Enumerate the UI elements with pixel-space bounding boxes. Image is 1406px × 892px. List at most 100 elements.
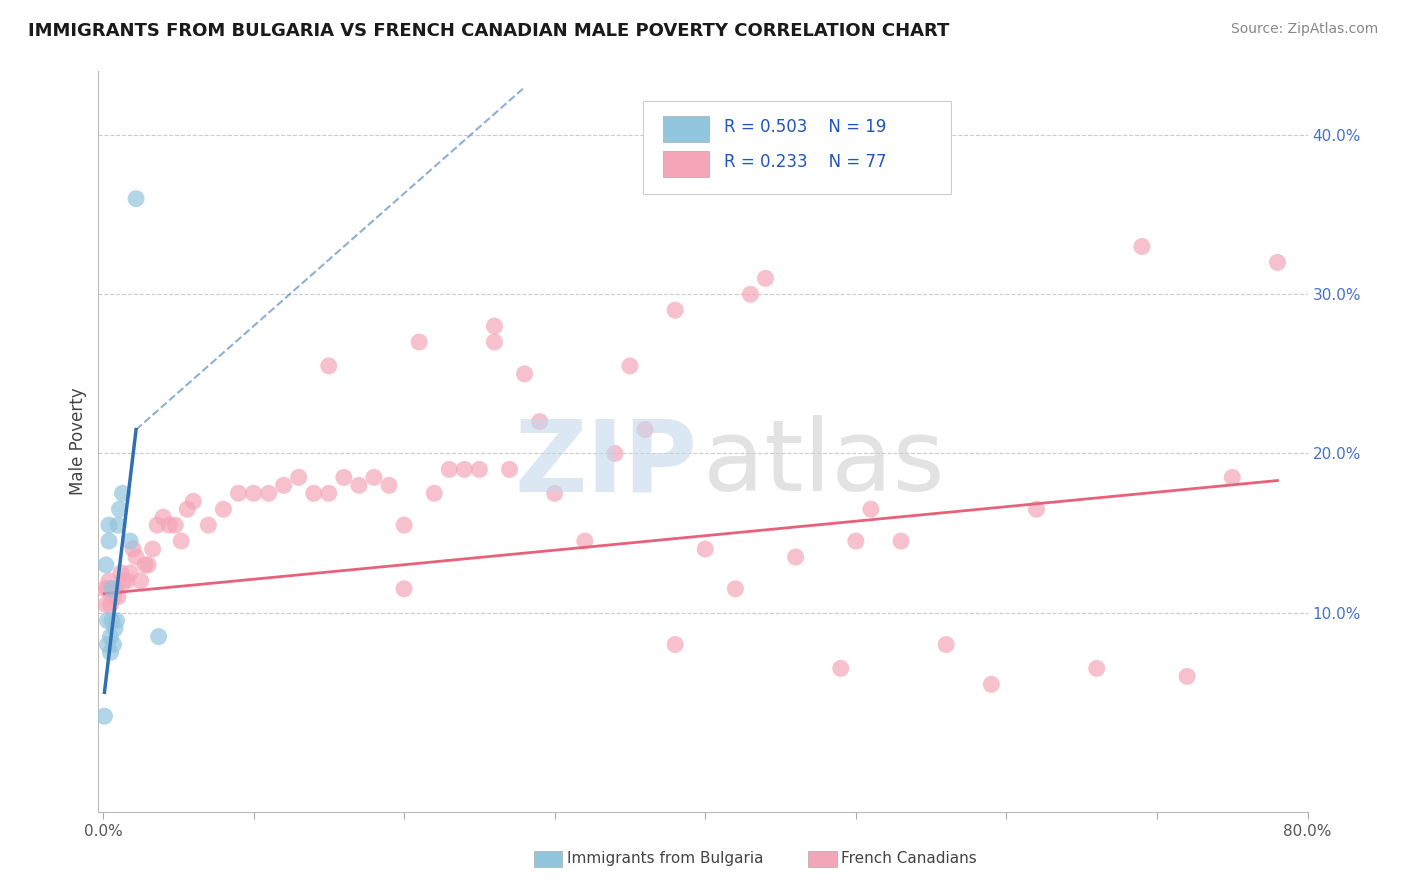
Point [105,582,128,596]
Point [363,470,385,484]
Y-axis label: Male Poverty: Male Poverty [69,388,87,495]
Bar [664,152,709,178]
Point [118,566,141,580]
Point [392,518,415,533]
Point [129,574,152,588]
Text: French Canadians: French Canadians [841,852,977,866]
Point [1025,502,1047,516]
Point [94,598,117,612]
Point [157,518,180,533]
Point [529,415,551,429]
Point [93,582,115,596]
Point [333,470,356,484]
Point [257,486,280,500]
Point [845,534,868,549]
Point [664,303,686,318]
Point [122,541,145,556]
Point [273,478,295,492]
Point [603,446,626,460]
Point [176,502,198,516]
Point [544,486,567,500]
Point [980,677,1002,691]
Point [101,582,124,596]
Text: Immigrants from Bulgaria: Immigrants from Bulgaria [567,852,763,866]
Point [100,646,122,660]
Point [664,638,686,652]
Point [125,192,148,206]
Point [302,486,325,500]
Point [724,582,747,596]
Point [170,534,193,549]
Point [148,630,170,644]
Point [392,582,415,596]
Point [142,541,165,556]
Point [754,271,776,285]
Point [104,582,127,596]
Point [785,549,807,564]
Point [115,574,138,588]
Point [105,614,128,628]
Point [318,359,340,373]
FancyBboxPatch shape [643,101,950,194]
Point [228,486,250,500]
Point [574,534,596,549]
Point [347,478,370,492]
Point [439,462,461,476]
Point [287,470,309,484]
Point [101,614,124,628]
Point [453,462,475,476]
Point [112,574,135,588]
Point [695,541,717,556]
Point [408,334,430,349]
Point [634,423,657,437]
Point [212,502,235,516]
Point [484,319,506,334]
Point [111,486,134,500]
Point [96,614,118,628]
Point [110,566,132,580]
Point [1085,661,1108,675]
Point [146,518,169,533]
Point [134,558,156,572]
Point [740,287,762,301]
Point [619,359,641,373]
Point [93,709,115,723]
Point [96,638,118,652]
Point [378,478,401,492]
Point [1175,669,1198,683]
Point [136,558,159,572]
Point [100,598,122,612]
Point [830,661,852,675]
Point [197,518,219,533]
Point [890,534,912,549]
Point [96,582,118,596]
Point [513,367,536,381]
Point [125,549,148,564]
Point [484,334,506,349]
Bar [664,116,709,142]
Point [107,518,129,533]
Point [165,518,187,533]
Point [152,510,174,524]
Point [100,630,122,644]
Point [1267,255,1289,269]
Text: IMMIGRANTS FROM BULGARIA VS FRENCH CANADIAN MALE POVERTY CORRELATION CHART: IMMIGRANTS FROM BULGARIA VS FRENCH CANAD… [28,22,949,40]
Point [108,502,131,516]
Point [94,558,117,572]
Point [468,462,491,476]
Point [107,590,129,604]
Text: Source: ZipAtlas.com: Source: ZipAtlas.com [1230,22,1378,37]
Point [103,590,125,604]
Point [104,622,127,636]
Text: ZIP: ZIP [515,416,697,512]
Point [181,494,204,508]
Point [423,486,446,500]
Point [97,534,120,549]
Point [1130,239,1153,253]
Point [242,486,264,500]
Point [318,486,340,500]
Point [1220,470,1243,484]
Point [97,518,120,533]
Point [498,462,520,476]
Point [103,638,125,652]
